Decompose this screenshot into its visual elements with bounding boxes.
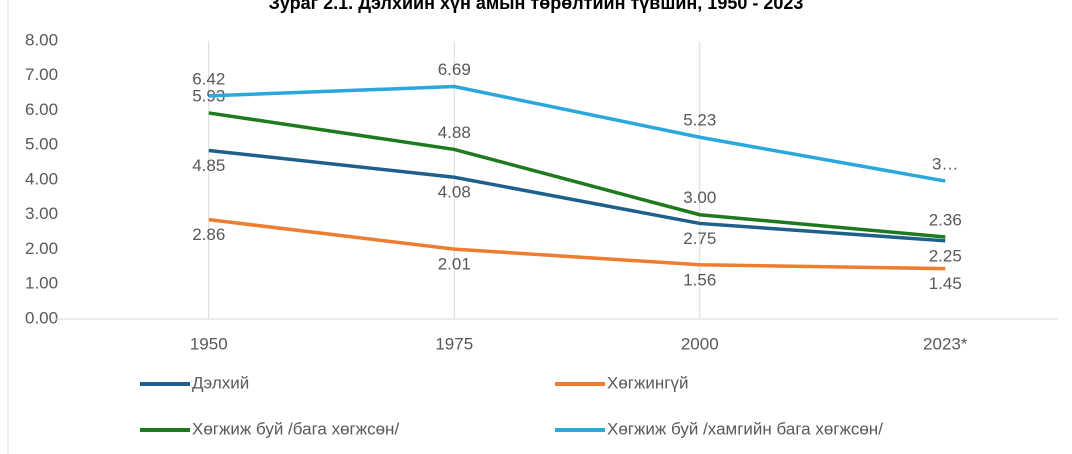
line — [208, 84, 946, 183]
y-tick-label: 3.00 — [25, 204, 58, 223]
data-label: 1.56 — [683, 270, 716, 289]
x-tick-label: 2023* — [923, 334, 968, 353]
data-label: 1.45 — [929, 274, 962, 293]
y-tick-label: 1.00 — [25, 274, 58, 293]
y-tick-label: 2.00 — [25, 239, 58, 258]
y-tick-label: 0.00 — [25, 308, 58, 327]
data-label: 6.69 — [438, 60, 471, 79]
y-tick-label: 7.00 — [25, 65, 58, 84]
y-tick-label: 4.00 — [25, 169, 58, 188]
data-label: 4.08 — [438, 183, 471, 202]
legend-label: Хөгжиж буй /бага хөгжсөн/ — [192, 419, 399, 438]
data-label: 2.86 — [192, 225, 225, 244]
x-tick-label: 2000 — [681, 334, 719, 353]
data-label: 3… — [932, 155, 958, 174]
legend-label: Хөгжиж буй /хамгийн бага хөгжсөн/ — [607, 419, 883, 438]
y-tick-label: 6.00 — [25, 100, 58, 119]
data-label: 2.75 — [683, 229, 716, 248]
data-label: 4.85 — [192, 156, 225, 175]
data-label: 2.25 — [929, 246, 962, 265]
data-label: 2.36 — [929, 210, 962, 229]
line — [208, 148, 946, 243]
chart-title: Зураг 2.1. Дэлхийн хүн амын төрөлтийн тү… — [269, 0, 804, 13]
x-tick-label: 1975 — [435, 334, 473, 353]
data-label: 5.23 — [683, 111, 716, 130]
data-label: 6.42 — [192, 69, 225, 88]
legend-label: Хөгжингүй — [607, 373, 688, 392]
data-label: 5.93 — [192, 86, 225, 105]
y-tick-label: 5.00 — [25, 135, 58, 154]
x-tick-label: 1950 — [190, 334, 228, 353]
data-label: 4.88 — [438, 123, 471, 142]
data-label: 3.00 — [683, 188, 716, 207]
line — [208, 111, 946, 239]
data-label: 2.01 — [438, 255, 471, 274]
legend-label: Дэлхий — [192, 373, 249, 392]
line — [208, 217, 946, 271]
y-tick-label: 8.00 — [25, 30, 58, 49]
